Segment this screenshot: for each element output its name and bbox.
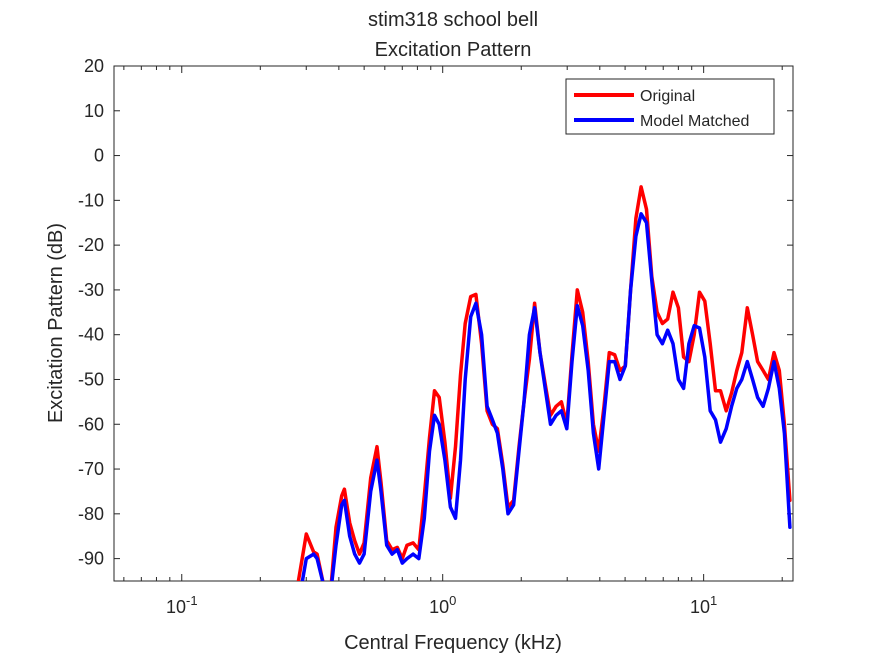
y-tick-label: -20 [78, 235, 104, 255]
x-tick-label: 100 [429, 593, 456, 617]
chart-title: stim318 school bell [368, 9, 538, 31]
chart-subtitle: Excitation Pattern [375, 39, 532, 61]
legend: Original Model Matched [565, 78, 775, 135]
legend-box [565, 78, 775, 135]
x-axis-ticks: 10-1 100 101 [123, 66, 783, 617]
y-tick-label: -80 [78, 504, 104, 524]
y-tick-label: -90 [78, 549, 104, 569]
y-tick-label: -70 [78, 459, 104, 479]
x-tick-label: 101 [690, 593, 717, 617]
y-axis-ticks: 20 10 0 -10 -20 -30 -40 -50 -60 -70 -80 -90 [78, 56, 793, 569]
series-lines [296, 185, 792, 581]
y-tick-label: -30 [78, 280, 104, 300]
y-tick-label: 20 [84, 56, 104, 76]
series-line-model-matched [300, 212, 792, 581]
legend-label: Model Matched [640, 113, 749, 130]
y-tick-label: -50 [78, 369, 104, 389]
y-tick-label: -40 [78, 325, 104, 345]
x-axis-label: Central Frequency (kHz) [344, 632, 562, 654]
y-tick-label: 10 [84, 101, 104, 121]
y-tick-label: 0 [94, 146, 104, 166]
legend-label: Original [640, 88, 695, 105]
plot-area [113, 65, 794, 582]
y-tick-label: -10 [78, 190, 104, 210]
y-axis-label: Excitation Pattern (dB) [45, 223, 67, 423]
y-tick-label: -60 [78, 414, 104, 434]
x-tick-label: 10-1 [166, 593, 198, 617]
